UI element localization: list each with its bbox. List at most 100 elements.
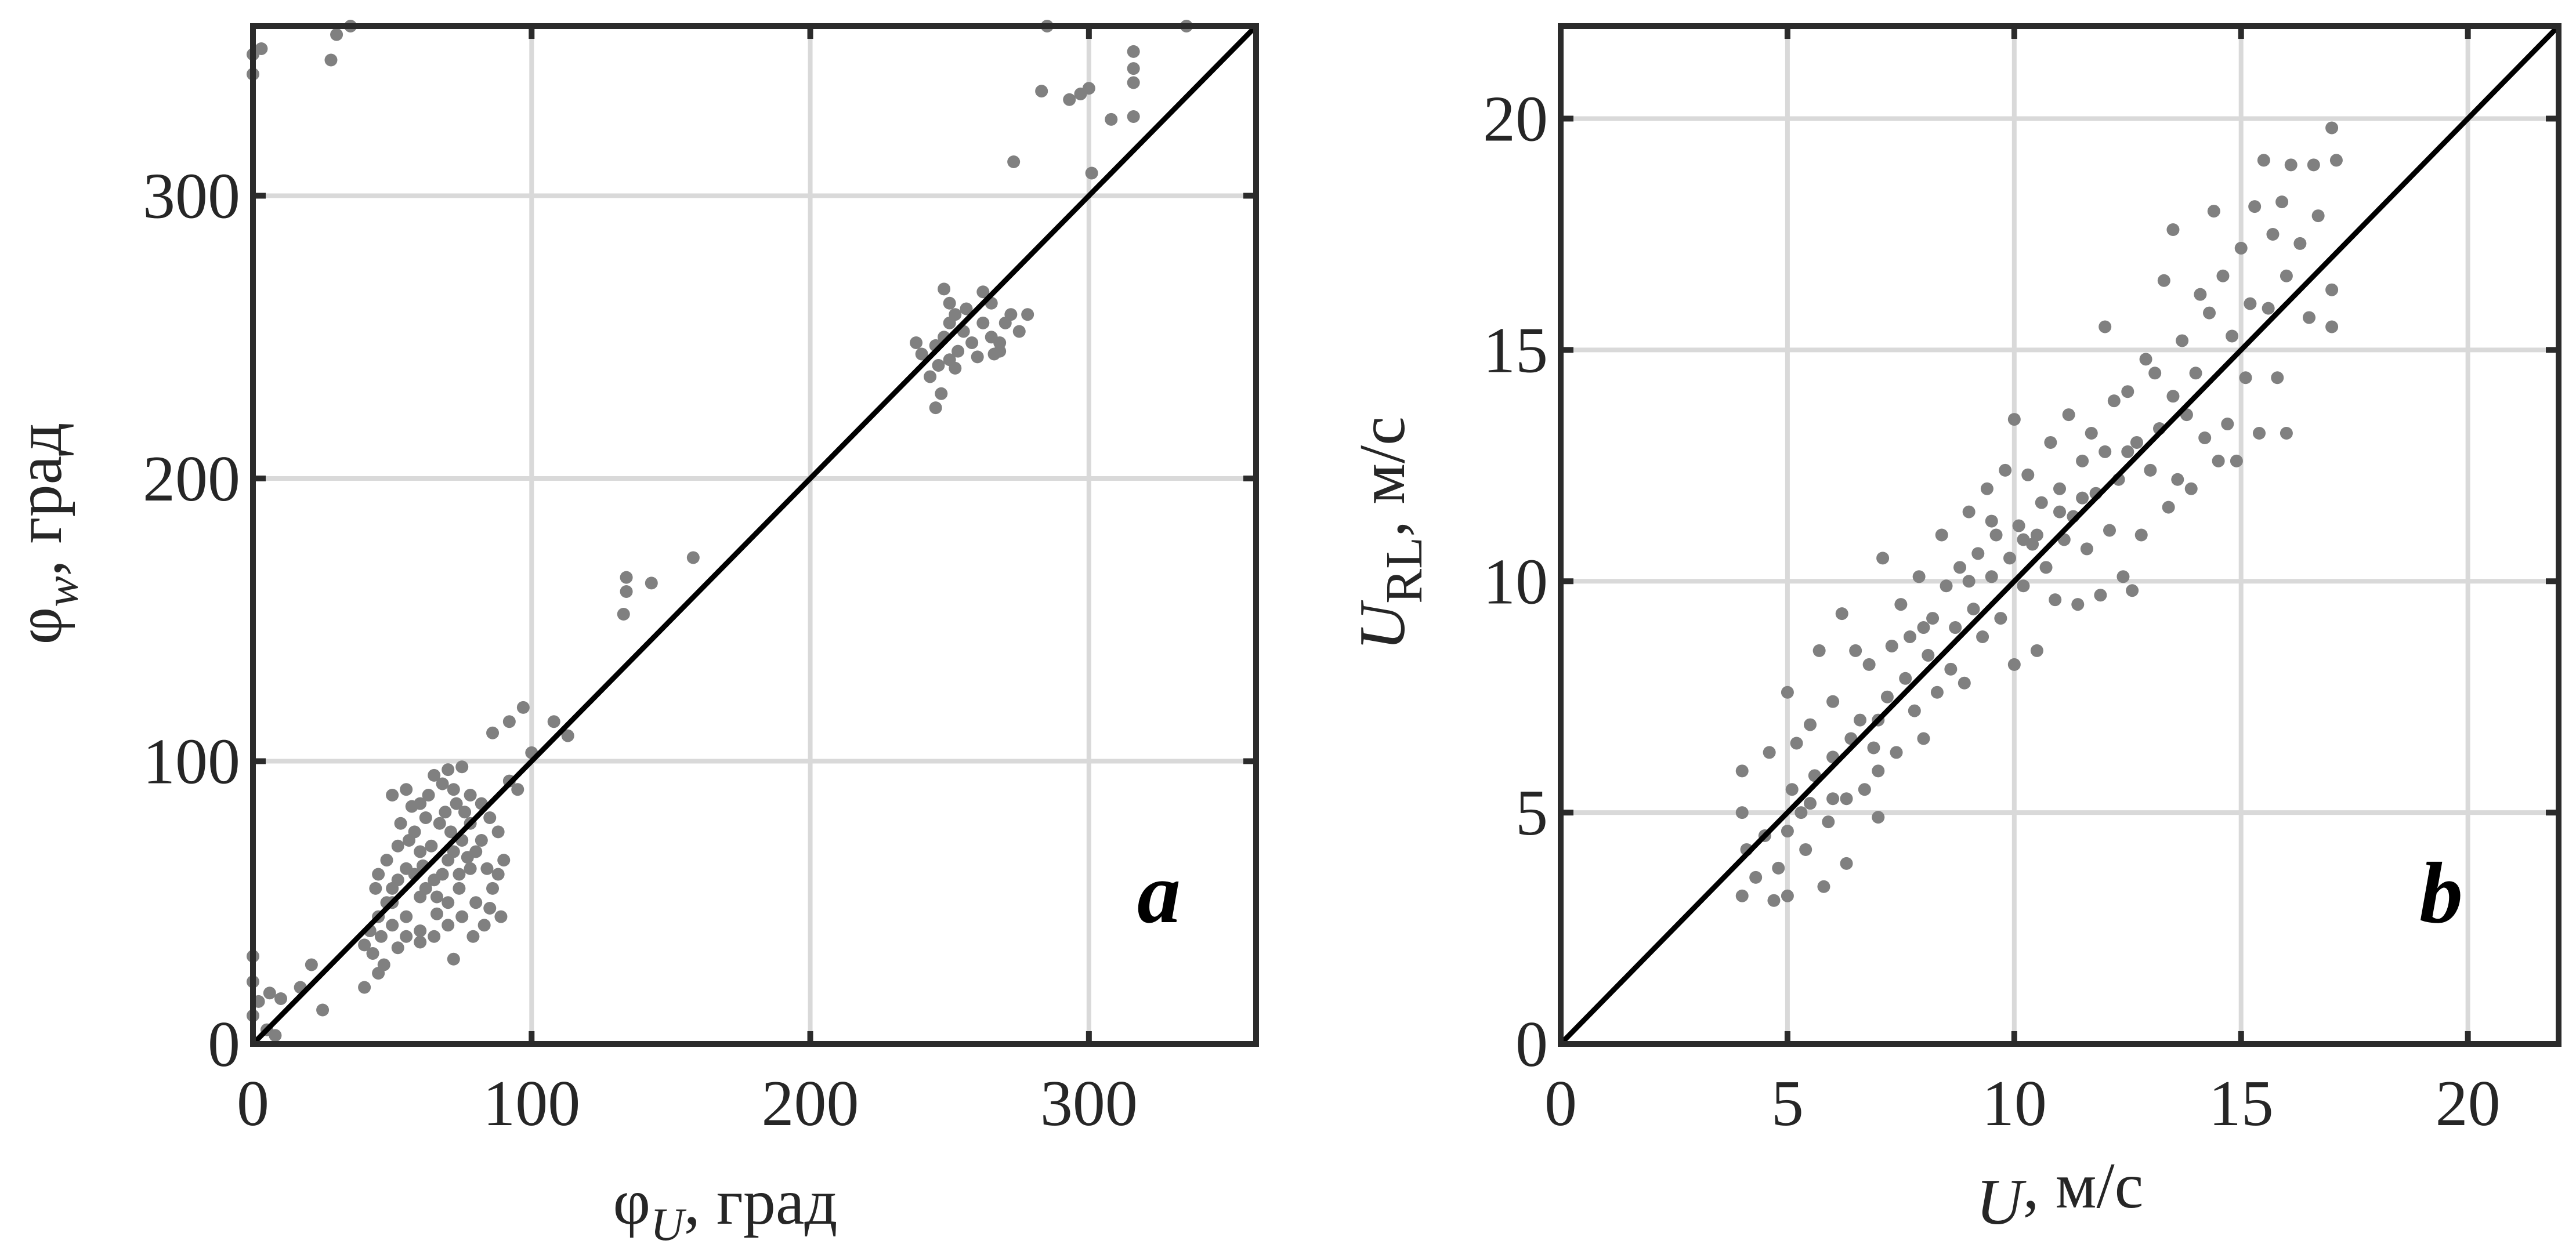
data-point xyxy=(1826,792,1840,806)
data-point xyxy=(2012,519,2025,532)
data-point xyxy=(1012,325,1026,338)
data-point xyxy=(2003,552,2016,565)
data-point xyxy=(2230,454,2243,467)
data-point xyxy=(1958,676,1971,690)
data-point xyxy=(2099,445,2112,458)
data-point xyxy=(442,919,455,932)
data-point xyxy=(2062,408,2075,422)
data-point xyxy=(305,958,318,971)
data-point xyxy=(1735,806,1749,819)
data-point xyxy=(2226,329,2239,343)
panel-b-y-axis-label: URL, м/с xyxy=(1347,416,1433,651)
x-label-sub: U xyxy=(650,1199,687,1244)
data-point xyxy=(2053,482,2066,495)
data-point xyxy=(1785,783,1799,796)
data-point xyxy=(402,834,415,847)
data-point xyxy=(1007,155,1021,168)
data-point xyxy=(442,854,455,867)
y-label-rest: , м/с xyxy=(1347,416,1419,537)
data-point xyxy=(1781,825,1794,838)
data-point xyxy=(391,941,404,955)
data-point xyxy=(2121,445,2134,458)
data-point xyxy=(2171,473,2184,486)
data-point xyxy=(1935,528,1948,542)
data-point xyxy=(324,53,338,67)
data-point xyxy=(453,882,466,895)
data-point xyxy=(1822,815,1835,829)
axes-frame xyxy=(250,23,1259,1047)
data-point xyxy=(1876,552,1890,565)
data-point xyxy=(433,817,446,830)
data-point xyxy=(971,350,984,364)
data-point xyxy=(2293,237,2307,250)
data-point xyxy=(1976,630,1989,643)
y-tick-label: 10 xyxy=(1483,546,1548,618)
data-point xyxy=(2107,394,2121,408)
data-point xyxy=(2035,496,2048,509)
data-point xyxy=(400,862,413,875)
data-point xyxy=(1781,686,1794,699)
data-point xyxy=(439,806,452,819)
x-label-rest: , град xyxy=(684,1166,838,1238)
data-point xyxy=(1063,93,1076,106)
data-point xyxy=(1127,62,1140,75)
data-point xyxy=(1085,166,1098,180)
x-tick-label: 100 xyxy=(483,1068,580,1140)
data-point xyxy=(1872,764,1885,778)
y-tick-label: 100 xyxy=(143,726,240,798)
data-point xyxy=(1854,713,1866,727)
data-point xyxy=(2257,154,2270,167)
data-point xyxy=(2162,500,2175,514)
data-point xyxy=(1894,598,1908,611)
data-point xyxy=(480,862,494,875)
data-point xyxy=(458,806,472,819)
data-point xyxy=(2007,658,2021,671)
data-point xyxy=(316,1003,330,1017)
data-point xyxy=(491,825,505,839)
data-point xyxy=(1835,607,1848,621)
data-point xyxy=(2080,542,2093,556)
data-point xyxy=(2134,528,2148,542)
data-point xyxy=(2262,302,2275,315)
data-point xyxy=(2176,334,2189,347)
x-tick-label: 300 xyxy=(1040,1068,1138,1140)
data-point xyxy=(976,316,990,329)
data-point xyxy=(450,797,463,810)
data-point xyxy=(461,851,474,864)
data-point xyxy=(976,285,990,299)
data-point xyxy=(1917,732,1930,745)
data-point xyxy=(400,783,413,796)
data-point xyxy=(2203,306,2216,320)
data-point xyxy=(1735,889,1749,902)
reference-line xyxy=(1558,24,2561,1046)
data-point xyxy=(1867,741,1880,755)
data-point xyxy=(929,401,942,415)
data-point xyxy=(2253,427,2266,440)
panel-b-x-axis-label: U, м/с xyxy=(1976,1150,2144,1238)
data-point xyxy=(2307,158,2320,172)
y-label-rest: , град xyxy=(3,423,75,576)
y-label-sub: RL xyxy=(1376,537,1433,604)
y-label-main: φ xyxy=(3,607,75,645)
data-point xyxy=(1812,644,1826,657)
data-point xyxy=(686,551,700,564)
data-point xyxy=(1999,463,2012,477)
y-tick-label: 20 xyxy=(1483,84,1548,155)
data-point xyxy=(1994,612,2007,625)
y-tick-label: 300 xyxy=(143,161,240,233)
data-point xyxy=(394,817,407,830)
data-point xyxy=(965,336,979,349)
data-point xyxy=(1858,783,1871,796)
data-point xyxy=(455,910,469,923)
data-point xyxy=(1962,575,1976,588)
data-point xyxy=(436,777,449,790)
data-point xyxy=(2280,269,2293,282)
data-point xyxy=(1926,612,1940,625)
data-point xyxy=(486,882,500,895)
data-point xyxy=(987,347,1001,361)
data-point xyxy=(1930,686,1944,699)
data-point xyxy=(2044,436,2057,449)
y-label-sub: w xyxy=(37,576,88,607)
x-label-main: U xyxy=(1976,1166,2027,1238)
